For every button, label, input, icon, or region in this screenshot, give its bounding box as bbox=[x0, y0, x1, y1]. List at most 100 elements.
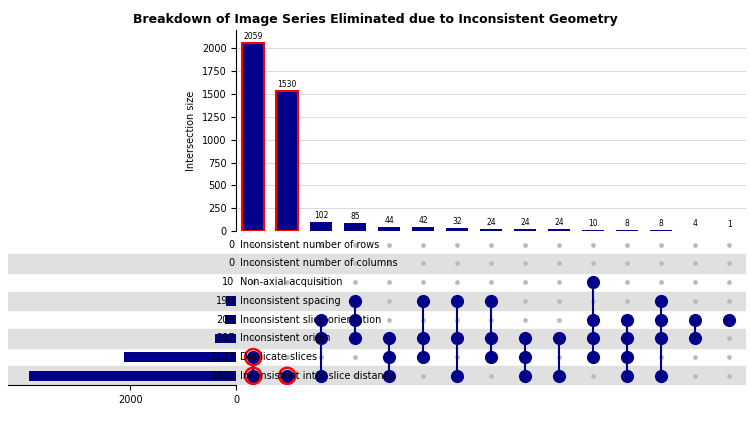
Point bbox=[485, 260, 497, 267]
Point bbox=[689, 279, 701, 285]
Point bbox=[417, 335, 429, 342]
Point bbox=[587, 297, 599, 304]
Text: Inconsistent inter-slice distance: Inconsistent inter-slice distance bbox=[240, 371, 394, 381]
Point bbox=[248, 316, 259, 323]
Text: 2123: 2123 bbox=[210, 352, 235, 362]
Point bbox=[452, 316, 464, 323]
Bar bbox=[236, 254, 746, 273]
Point bbox=[417, 297, 429, 304]
Point bbox=[452, 279, 464, 285]
Point bbox=[689, 297, 701, 304]
Point bbox=[383, 260, 395, 267]
Text: 1530: 1530 bbox=[278, 80, 297, 89]
Point bbox=[281, 279, 293, 285]
Point bbox=[554, 241, 566, 248]
Point bbox=[689, 335, 701, 342]
Point bbox=[248, 354, 259, 360]
Point bbox=[417, 260, 429, 267]
Point bbox=[587, 241, 599, 248]
Point bbox=[689, 354, 701, 360]
Bar bbox=[378, 227, 400, 231]
Point bbox=[452, 260, 464, 267]
Text: 10: 10 bbox=[223, 277, 235, 287]
Point bbox=[723, 241, 735, 248]
Point bbox=[350, 279, 361, 285]
Point bbox=[417, 241, 429, 248]
Point bbox=[281, 335, 293, 342]
Point bbox=[656, 297, 668, 304]
Bar bbox=[310, 222, 332, 231]
Point bbox=[621, 241, 633, 248]
Point bbox=[315, 335, 327, 342]
Point bbox=[519, 354, 531, 360]
Point bbox=[248, 297, 259, 304]
Point bbox=[621, 354, 633, 360]
Point bbox=[350, 335, 361, 342]
Point bbox=[383, 316, 395, 323]
Text: 1: 1 bbox=[727, 220, 731, 229]
Point bbox=[689, 260, 701, 267]
Text: Inconsistent number of columns: Inconsistent number of columns bbox=[240, 259, 398, 268]
Text: Breakdown of Image Series Eliminated due to Inconsistent Geometry: Breakdown of Image Series Eliminated due… bbox=[133, 13, 617, 26]
Text: 44: 44 bbox=[384, 216, 394, 225]
Bar bbox=[514, 229, 536, 231]
Point bbox=[315, 260, 327, 267]
Point bbox=[689, 316, 701, 323]
Point bbox=[485, 335, 497, 342]
Point bbox=[281, 372, 293, 379]
Bar bbox=[413, 227, 434, 231]
Point bbox=[281, 354, 293, 360]
Text: Duplicate slices: Duplicate slices bbox=[240, 352, 316, 362]
Point bbox=[656, 241, 668, 248]
Bar bbox=[548, 229, 570, 231]
Text: 32: 32 bbox=[452, 217, 462, 226]
Point bbox=[350, 354, 361, 360]
Point bbox=[281, 241, 293, 248]
Bar bbox=[8, 329, 236, 348]
Point bbox=[452, 354, 464, 360]
Point bbox=[519, 260, 531, 267]
Point bbox=[248, 260, 259, 267]
Text: 190: 190 bbox=[216, 296, 235, 306]
Bar bbox=[344, 223, 366, 231]
Point bbox=[554, 279, 566, 285]
Point bbox=[485, 241, 497, 248]
Point bbox=[656, 279, 668, 285]
Point bbox=[621, 279, 633, 285]
Bar bbox=[8, 291, 236, 310]
Point bbox=[248, 279, 259, 285]
Text: 0: 0 bbox=[229, 240, 235, 250]
Point bbox=[485, 372, 497, 379]
Point bbox=[587, 279, 599, 285]
Point bbox=[383, 279, 395, 285]
Point bbox=[417, 354, 429, 360]
Bar bbox=[8, 366, 236, 385]
Point bbox=[554, 297, 566, 304]
Bar bbox=[29, 371, 236, 380]
Point bbox=[452, 241, 464, 248]
Point bbox=[350, 297, 361, 304]
Bar bbox=[582, 230, 604, 231]
Point bbox=[248, 372, 259, 379]
Point bbox=[417, 279, 429, 285]
Point bbox=[554, 316, 566, 323]
Bar bbox=[242, 43, 264, 231]
Bar bbox=[8, 254, 236, 273]
Point bbox=[587, 354, 599, 360]
Bar bbox=[236, 329, 746, 348]
Point bbox=[621, 297, 633, 304]
Text: Inconsistent slice orientation: Inconsistent slice orientation bbox=[240, 315, 381, 325]
Text: 102: 102 bbox=[314, 211, 328, 220]
Text: 397: 397 bbox=[216, 333, 235, 343]
Bar bbox=[650, 230, 672, 231]
Text: 42: 42 bbox=[419, 216, 428, 225]
Text: 3906: 3906 bbox=[210, 371, 235, 381]
Bar bbox=[236, 366, 746, 385]
Text: 2059: 2059 bbox=[244, 32, 263, 41]
Point bbox=[587, 335, 599, 342]
Point bbox=[315, 316, 327, 323]
Text: 208: 208 bbox=[216, 315, 235, 325]
Bar bbox=[616, 230, 638, 231]
Point bbox=[723, 297, 735, 304]
Point bbox=[315, 354, 327, 360]
